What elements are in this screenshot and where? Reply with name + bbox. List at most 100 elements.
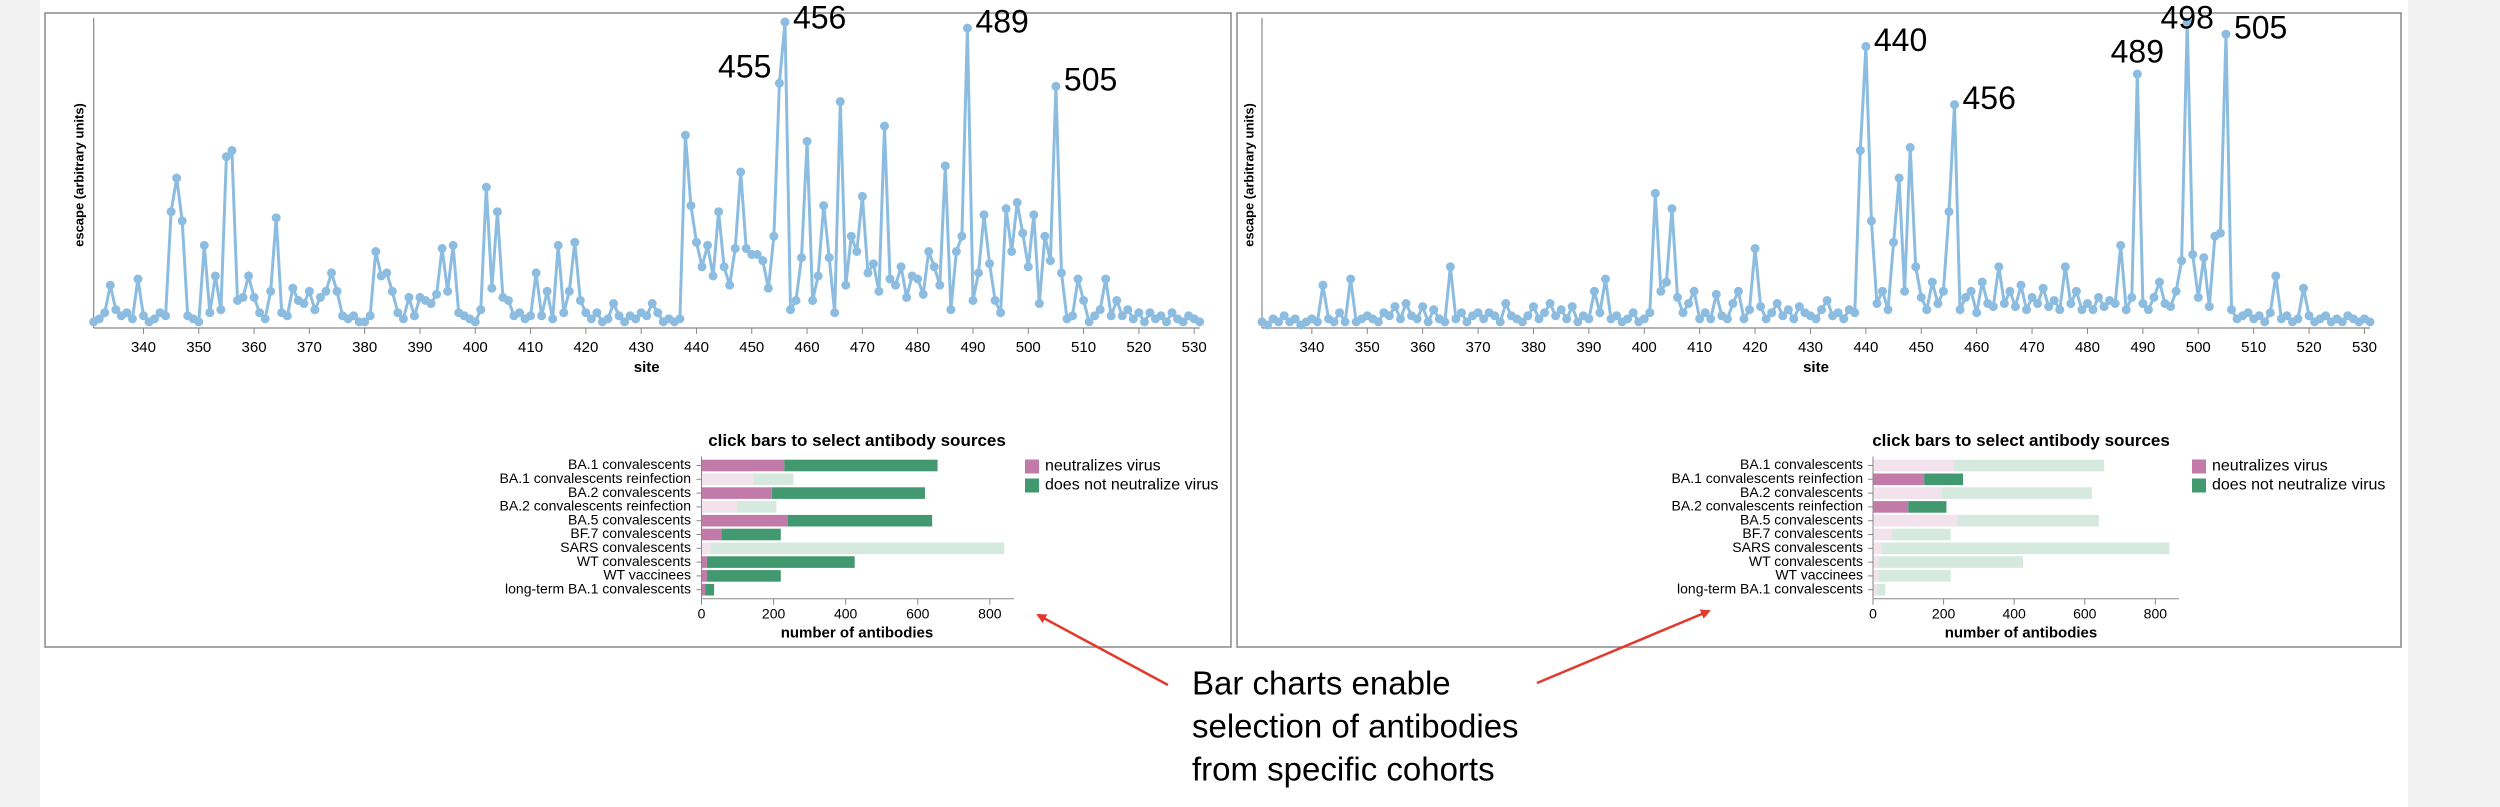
bar-segment[interactable] (1957, 514, 2099, 527)
point (1905, 142, 1915, 152)
point (1451, 314, 1461, 324)
category-label: long-term BA.1 convalescents (1677, 580, 1863, 596)
point (763, 283, 773, 293)
point (1833, 308, 1843, 318)
point (620, 317, 630, 327)
bar-segment[interactable] (701, 528, 722, 541)
bar-segment[interactable] (1878, 556, 2023, 568)
bar-segment[interactable] (721, 528, 781, 541)
point (2143, 305, 2153, 315)
point (581, 308, 591, 318)
point (105, 280, 115, 290)
point (194, 317, 204, 327)
bar-segment[interactable] (710, 542, 1005, 555)
category-label: WT vaccinees (603, 567, 691, 583)
point (2088, 305, 2098, 315)
category-label: BA.5 convalescents (568, 511, 691, 527)
bar-segment[interactable] (1876, 583, 1886, 596)
point (1589, 286, 1599, 296)
bar-segment[interactable] (1873, 556, 1879, 568)
point (1329, 317, 1339, 327)
point (1938, 286, 1948, 296)
point (1850, 308, 1860, 318)
x-tick-label: 380 (1521, 339, 1546, 356)
point (1195, 317, 1205, 327)
bar-segment[interactable] (1878, 570, 1951, 582)
point (1711, 289, 1721, 299)
x-tick-label: 490 (960, 339, 985, 356)
bar-segment[interactable] (701, 583, 706, 596)
point (2177, 256, 2187, 266)
panel-frame (44, 12, 1232, 648)
point (642, 311, 652, 321)
category-label: BA.5 convalescents (1740, 511, 1863, 527)
point (946, 305, 956, 315)
x-tick-label: 360 (1410, 339, 1435, 356)
point (2149, 292, 2159, 302)
point (1412, 314, 1422, 324)
x-tick-label: 500 (2186, 339, 2211, 356)
bar-segment[interactable] (701, 570, 707, 582)
bar-segment[interactable] (1881, 542, 2170, 555)
x-tick-label: 370 (1466, 339, 1491, 356)
bar-segment[interactable] (701, 542, 711, 555)
point (487, 283, 497, 293)
point (708, 271, 718, 281)
bar-segment[interactable] (1908, 501, 1947, 513)
point (1678, 308, 1688, 318)
bar-segment[interactable] (771, 487, 925, 499)
bar-segment[interactable] (1892, 528, 1951, 541)
bar-segment[interactable] (1924, 473, 1963, 486)
point (1933, 299, 1943, 309)
bar-segment[interactable] (737, 501, 777, 513)
bar-segment[interactable] (784, 459, 938, 472)
bar-segment[interactable] (1873, 528, 1893, 541)
bar-segment[interactable] (701, 487, 772, 499)
point (2094, 292, 2104, 302)
bar-segment[interactable] (701, 473, 754, 486)
point (940, 161, 950, 171)
bar-segment[interactable] (701, 514, 789, 527)
bar-segment[interactable] (1873, 487, 1942, 499)
point (918, 289, 928, 299)
x-tick-label: 430 (1798, 339, 1823, 356)
bar-segment[interactable] (1873, 473, 1925, 486)
bar-segment[interactable] (1873, 570, 1879, 582)
bar-segment[interactable] (1954, 459, 2105, 472)
category-label: WT convalescents (577, 553, 691, 569)
bar-segment[interactable] (706, 556, 855, 568)
bar-segment[interactable] (701, 501, 738, 513)
point (1639, 314, 1649, 324)
bar-segment[interactable] (701, 556, 707, 568)
point (1645, 308, 1655, 318)
bar-segment[interactable] (706, 570, 781, 582)
bar-segment[interactable] (1941, 487, 2092, 499)
bar-segment[interactable] (1873, 514, 1958, 527)
point (1517, 317, 1527, 327)
point (1562, 314, 1572, 324)
point (1139, 317, 1149, 327)
point (315, 292, 325, 302)
point (150, 314, 160, 324)
point (2127, 292, 2137, 302)
bar-segment[interactable] (788, 514, 933, 527)
bar-segment[interactable] (1873, 459, 1955, 472)
arrow (1036, 613, 1169, 687)
bar-segment[interactable] (1873, 583, 1877, 596)
bar-segment[interactable] (1873, 542, 1882, 555)
point (221, 152, 231, 162)
point (1112, 295, 1122, 305)
bar-segment[interactable] (753, 473, 794, 486)
point (1023, 262, 1033, 272)
x-tick-label: 340 (1299, 339, 1324, 356)
point (1817, 305, 1827, 315)
legend-swatch (1025, 478, 1039, 493)
point (1501, 299, 1511, 309)
bar-segment[interactable] (705, 583, 715, 596)
point (1839, 314, 1849, 324)
point (863, 268, 873, 278)
bar-segment[interactable] (1873, 501, 1909, 513)
x-tick-label: 400 (1632, 339, 1657, 356)
bar-segment[interactable] (701, 459, 785, 472)
